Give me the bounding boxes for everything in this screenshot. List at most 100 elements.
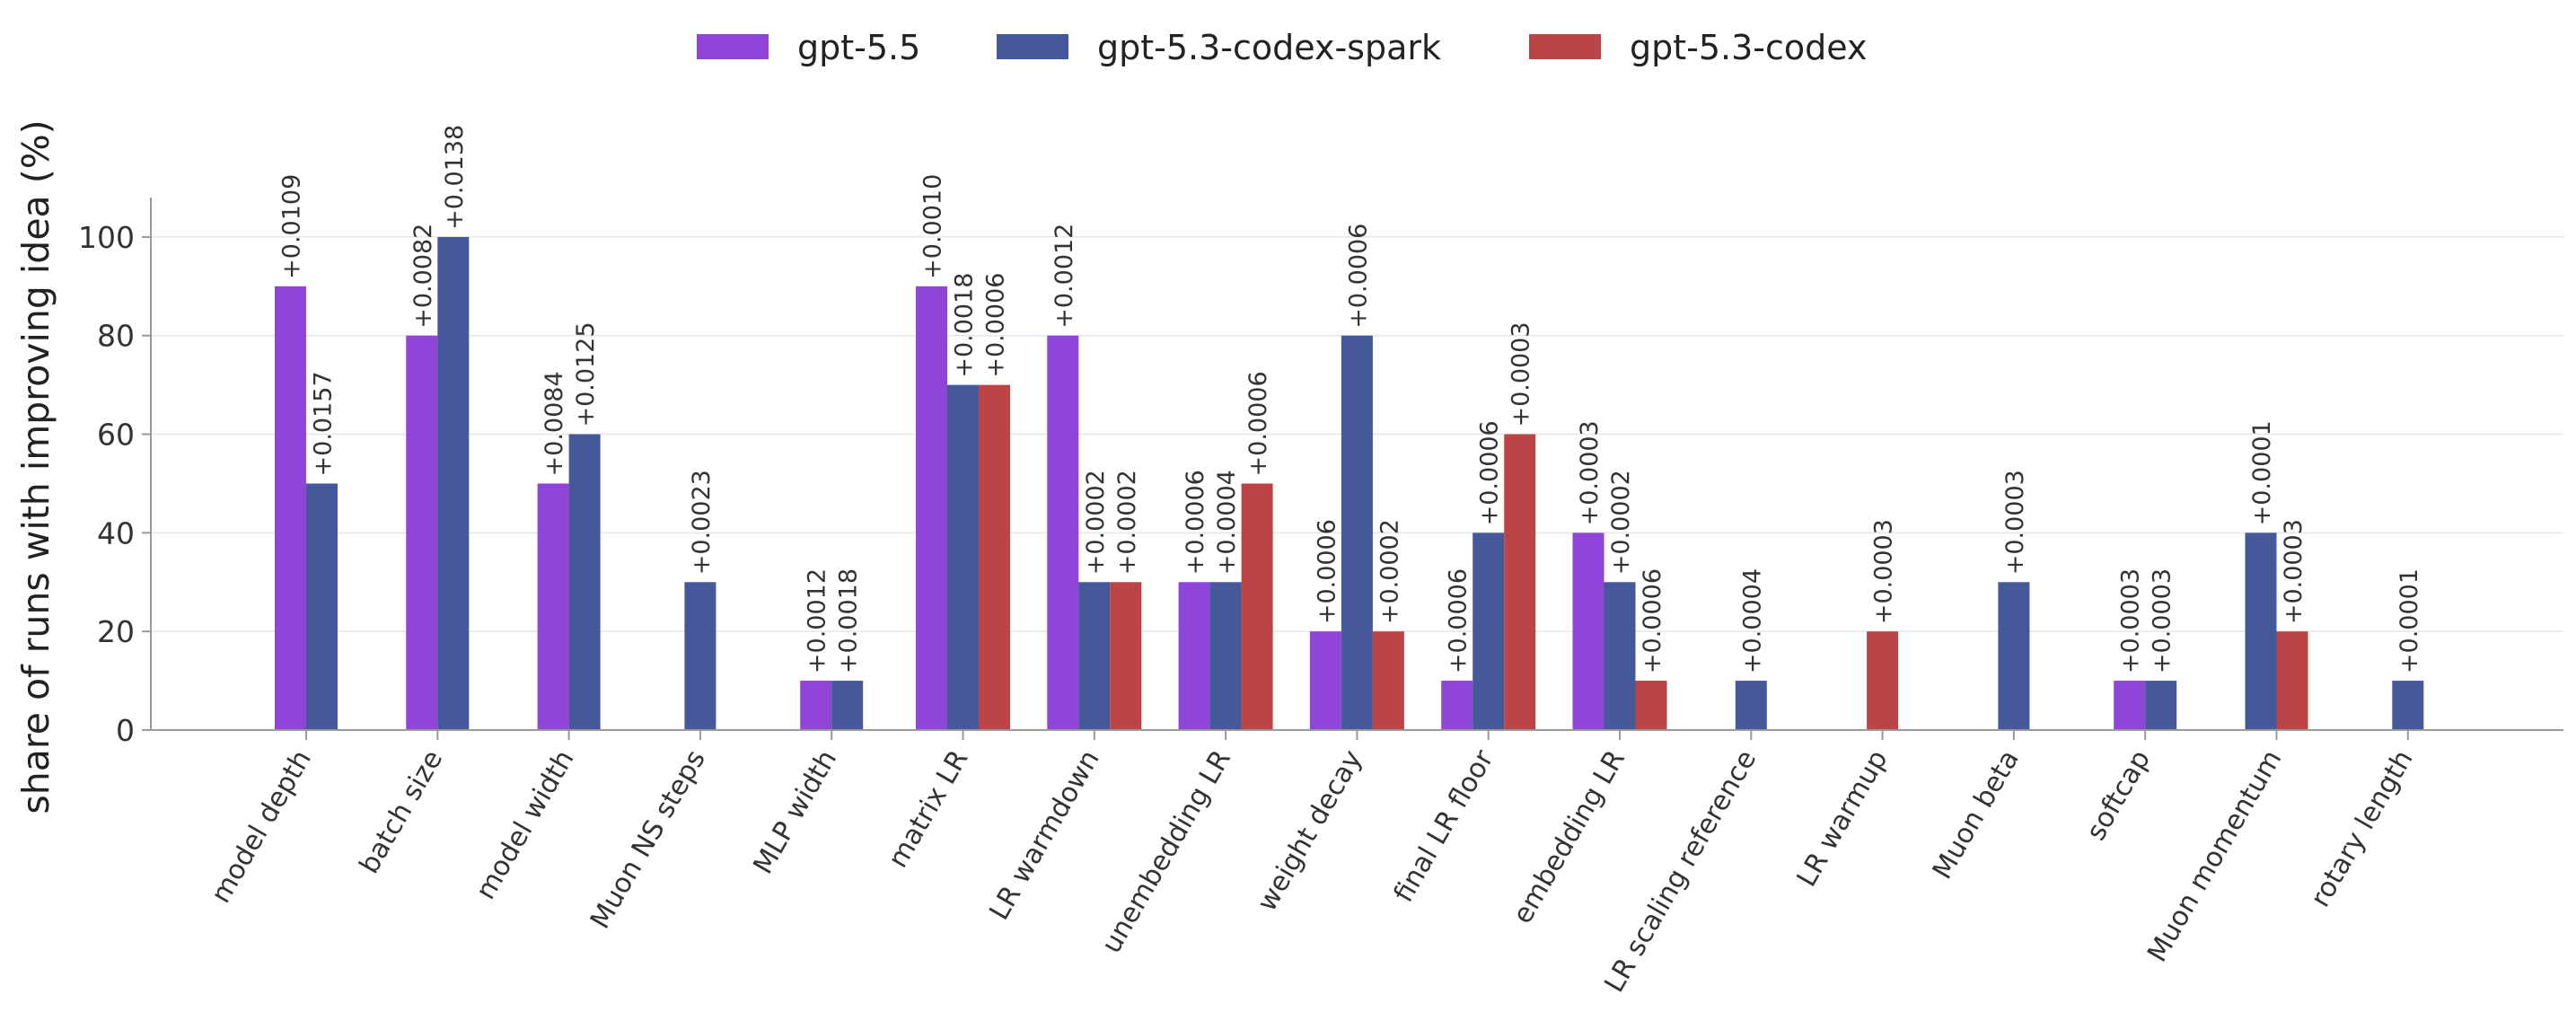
- bars: [275, 236, 2424, 731]
- x-tick-label-matrix-lr: matrix LR: [883, 745, 975, 874]
- x-tick-label-final-lr-floor: final LR floor: [1388, 744, 1500, 908]
- bar-label-gpt-5-3-codex-final-lr-floor: +0.0003: [1508, 321, 1535, 427]
- bar-label-gpt-5-5-final-lr-floor: +0.0006: [1445, 568, 1473, 673]
- bar-gpt-5-5-final-lr-floor: [1441, 681, 1473, 730]
- bar-gpt-5-3-codex-spark-model-width: [568, 434, 601, 730]
- bar-label-gpt-5-5-unembedding-lr: +0.0006: [1182, 470, 1209, 575]
- bar-label-gpt-5-3-codex-spark-embedding-lr: +0.0002: [1607, 470, 1635, 575]
- bar-label-gpt-5-3-codex-spark-muon-beta: +0.0003: [2001, 470, 2029, 575]
- bar-gpt-5-3-codex-spark-muon-beta: [1998, 582, 2030, 730]
- bar-label-gpt-5-3-codex-spark-matrix-lr: +0.0018: [951, 273, 979, 378]
- x-tick-label-model-depth: model depth: [205, 745, 317, 909]
- bar-gpt-5-5-weight-decay: [1309, 631, 1341, 730]
- legend-swatch-gpt-5-3-codex: [1529, 34, 1601, 59]
- x-tick-label-mlp-width: MLP width: [747, 745, 843, 880]
- x-tick-label-muon-beta: Muon beta: [1927, 745, 2026, 885]
- bar-label-gpt-5-3-codex-spark-weight-decay: +0.0006: [1344, 224, 1372, 329]
- x-tick-label-batch-size: batch size: [354, 745, 450, 879]
- bar-gpt-5-3-codex-spark-embedding-lr: [1604, 582, 1636, 730]
- bar-gpt-5-5-model-depth: [275, 286, 306, 730]
- bar-gpt-5-3-codex-spark-model-depth: [306, 483, 338, 730]
- bar-gpt-5-3-codex-final-lr-floor: [1504, 434, 1536, 730]
- bar-gpt-5-3-codex-spark-unembedding-lr: [1209, 582, 1242, 730]
- bar-gpt-5-3-codex-embedding-lr: [1635, 681, 1667, 730]
- bar-label-gpt-5-3-codex-unembedding-lr: +0.0006: [1244, 371, 1272, 476]
- bar-label-gpt-5-3-codex-matrix-lr: +0.0006: [982, 273, 1010, 378]
- x-tick-label-weight-decay: weight decay: [1252, 745, 1369, 917]
- bar-label-gpt-5-5-model-depth: +0.0109: [278, 174, 306, 279]
- bar-gpt-5-3-codex-spark-muon-ns-steps: [684, 582, 717, 730]
- bar-gpt-5-3-codex-spark-softcap: [2145, 681, 2177, 730]
- x-tick-label-embedding-lr: embedding LR: [1507, 745, 1631, 929]
- bar-gpt-5-5-embedding-lr: [1572, 532, 1605, 730]
- y-tick-label: 100: [78, 220, 135, 255]
- bar-gpt-5-3-codex-matrix-lr: [979, 384, 1010, 730]
- bar-gpt-5-3-codex-spark-matrix-lr: [947, 384, 979, 730]
- bar-label-gpt-5-3-codex-weight-decay: +0.0002: [1376, 519, 1403, 624]
- x-tick-label-muon-momentum: Muon momentum: [2141, 745, 2288, 968]
- bar-label-gpt-5-5-mlp-width: +0.0012: [804, 568, 831, 673]
- bar-label-gpt-5-3-codex-lr-warmdown: +0.0002: [1113, 470, 1141, 575]
- bar-gpt-5-5-model-width: [537, 483, 569, 730]
- bar-label-gpt-5-3-codex-spark-softcap: +0.0003: [2149, 568, 2176, 673]
- bar-gpt-5-3-codex-muon-momentum: [2276, 631, 2308, 730]
- y-tick-label: 0: [116, 713, 135, 748]
- bar-gpt-5-3-codex-spark-rotary-length: [2392, 681, 2424, 730]
- y-tick-label: 40: [97, 515, 135, 550]
- bar-label-gpt-5-3-codex-spark-model-depth: +0.0157: [310, 371, 338, 476]
- bar-label-gpt-5-3-codex-spark-muon-ns-steps: +0.0023: [688, 470, 716, 575]
- bar-label-gpt-5-5-matrix-lr: +0.0010: [919, 174, 947, 279]
- legend-swatch-gpt-5-3-codex-spark: [997, 34, 1068, 59]
- bar-label-gpt-5-3-codex-spark-model-width: +0.0125: [572, 321, 600, 427]
- bar-label-gpt-5-3-codex-lr-warmup: +0.0003: [1870, 519, 1898, 624]
- bar-label-gpt-5-5-lr-warmdown: +0.0012: [1051, 224, 1078, 329]
- x-tick-label-muon-ns-steps: Muon NS steps: [585, 745, 712, 935]
- x-tick-label-unembedding-lr: unembedding LR: [1095, 745, 1237, 959]
- bar-gpt-5-3-codex-weight-decay: [1372, 631, 1404, 730]
- bar-label-gpt-5-3-codex-spark-batch-size: +0.0138: [441, 125, 469, 230]
- bar-gpt-5-3-codex-lr-warmdown: [1110, 582, 1142, 730]
- x-tick-label-model-width: model width: [470, 745, 580, 905]
- y-axis-ticks: 0 20 40 60 80 100: [78, 220, 151, 748]
- y-tick-label: 80: [97, 319, 135, 354]
- bar-gpt-5-3-codex-spark-muon-momentum: [2245, 532, 2277, 730]
- bar-gpt-5-3-codex-spark-lr-scaling-reference: [1735, 681, 1767, 730]
- y-axis-label: share of runs with improving idea (%): [14, 119, 57, 814]
- bar-label-gpt-5-3-codex-spark-lr-scaling-reference: +0.0004: [1738, 568, 1766, 673]
- x-axis-ticks: model depth batch size model width Muon NS …: [205, 730, 2420, 998]
- bar-gpt-5-3-codex-lr-warmup: [1867, 631, 1899, 730]
- bar-label-gpt-5-3-codex-spark-unembedding-lr: +0.0004: [1213, 470, 1241, 575]
- x-tick-label-rotary-length: rotary length: [2305, 745, 2420, 913]
- legend-label-gpt-5-3-codex: gpt-5.3-codex: [1630, 28, 1867, 67]
- bar-label-gpt-5-5-model-width: +0.0084: [541, 371, 568, 476]
- x-tick-label-lr-warmdown: LR warmdown: [983, 745, 1105, 926]
- bar-label-gpt-5-3-codex-spark-rotary-length: +0.0001: [2396, 568, 2423, 673]
- bar-gpt-5-3-codex-spark-mlp-width: [831, 681, 864, 730]
- legend-label-gpt-5-3-codex-spark: gpt-5.3-codex-spark: [1097, 28, 1441, 67]
- x-tick-label-softcap: softcap: [2080, 745, 2157, 847]
- bar-gpt-5-3-codex-unembedding-lr: [1241, 483, 1273, 730]
- bar-gpt-5-3-codex-spark-weight-decay: [1341, 335, 1373, 730]
- bar-gpt-5-5-mlp-width: [800, 681, 832, 730]
- bar-label-gpt-5-5-softcap: +0.0003: [2117, 568, 2145, 673]
- bar-gpt-5-5-lr-warmdown: [1047, 335, 1079, 730]
- bar-value-labels: +0.0109 +0.0157 +0.0082+0.0138 +0.0084 +0.01…: [278, 125, 2423, 673]
- legend: gpt-5.5 gpt-5.3-codex-spark gpt-5.3-codex: [697, 28, 1867, 67]
- bar-label-gpt-5-3-codex-embedding-lr: +0.0006: [1639, 568, 1666, 673]
- bar-gpt-5-5-softcap: [2114, 681, 2146, 730]
- bar-label-gpt-5-5-embedding-lr: +0.0003: [1576, 420, 1604, 525]
- y-tick-label: 20: [97, 614, 135, 649]
- bar-label-gpt-5-5-batch-size: +0.0082: [409, 224, 437, 329]
- bar-label-gpt-5-5-weight-decay: +0.0006: [1313, 519, 1341, 624]
- x-tick-label-lr-warmup: LR warmup: [1791, 745, 1895, 893]
- bar-label-gpt-5-3-codex-muon-momentum: +0.0003: [2280, 519, 2308, 624]
- legend-swatch-gpt-5-5: [697, 34, 769, 59]
- bar-gpt-5-3-codex-spark-batch-size: [437, 236, 470, 731]
- bar-gpt-5-3-codex-spark-lr-warmdown: [1078, 582, 1111, 730]
- bar-gpt-5-5-unembedding-lr: [1178, 582, 1210, 730]
- bar-label-gpt-5-3-codex-spark-final-lr-floor: +0.0006: [1476, 420, 1504, 525]
- bar-gpt-5-5-batch-size: [406, 335, 438, 730]
- bar-gpt-5-5-matrix-lr: [916, 286, 947, 730]
